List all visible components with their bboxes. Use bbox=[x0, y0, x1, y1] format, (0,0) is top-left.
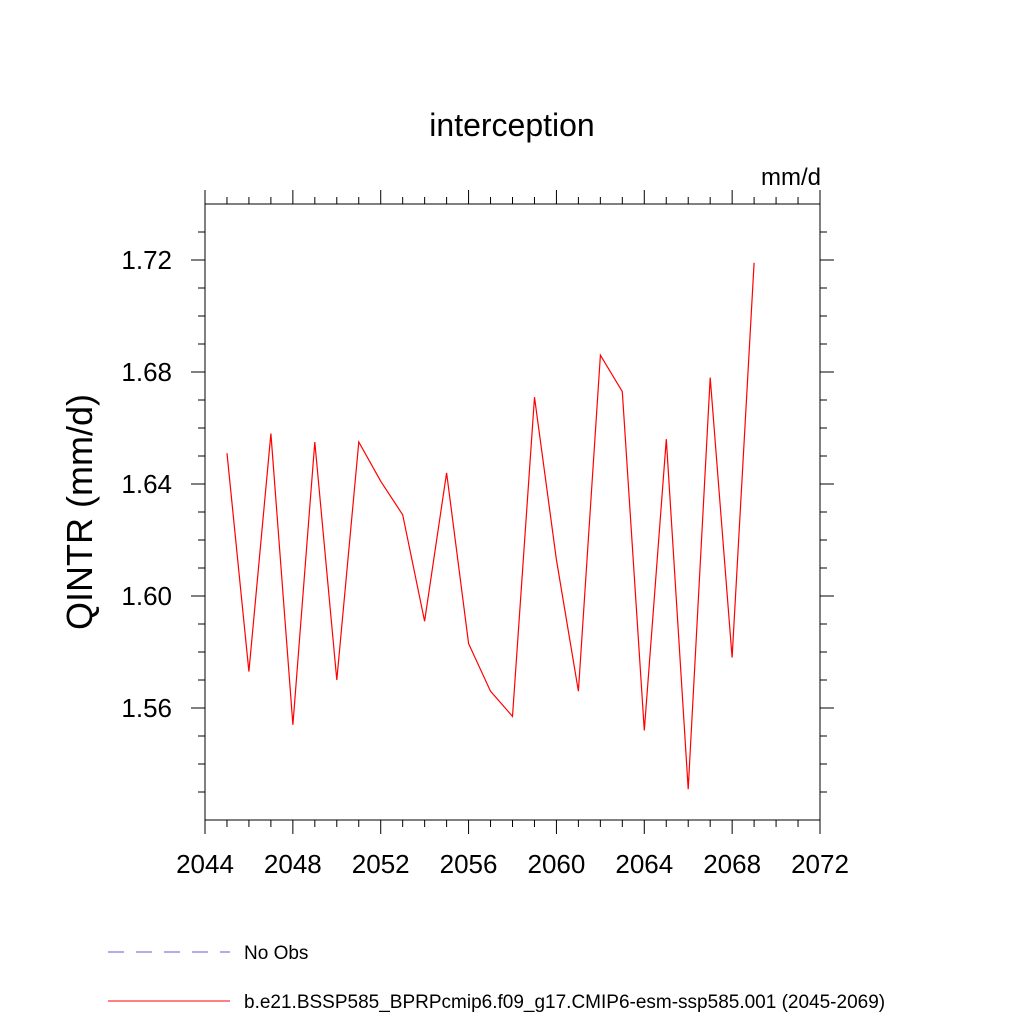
y-tick-label: 1.56 bbox=[121, 693, 172, 723]
x-tick-label: 2072 bbox=[791, 849, 849, 879]
units-label: mm/d bbox=[761, 164, 821, 191]
y-tick-label: 1.60 bbox=[121, 581, 172, 611]
legend-label: No Obs bbox=[244, 943, 308, 964]
legend-label: b.e21.BSSP585_BPRPcmip6.f09_g17.CMIP6-es… bbox=[244, 992, 885, 1013]
x-tick-label: 2068 bbox=[703, 849, 761, 879]
y-tick-label: 1.72 bbox=[121, 245, 172, 275]
series-line bbox=[226, 262, 755, 790]
x-tick-label: 2044 bbox=[176, 849, 234, 879]
x-tick-label: 2060 bbox=[528, 849, 586, 879]
x-tick-label: 2064 bbox=[615, 849, 673, 879]
plot-frame bbox=[204, 203, 821, 821]
series-layer bbox=[226, 262, 755, 790]
y-axis-label: QINTR (mm/d) bbox=[59, 394, 100, 630]
x-tick-label: 2048 bbox=[264, 849, 322, 879]
axes bbox=[204, 203, 821, 821]
y-tick-label: 1.68 bbox=[121, 357, 172, 387]
y-tick-label: 1.64 bbox=[121, 469, 172, 499]
x-tick-label: 2052 bbox=[352, 849, 410, 879]
legend: No Obs b.e21.BSSP585_BPRPcmip6.f09_g17.CM… bbox=[108, 943, 885, 1013]
x-tick-label: 2056 bbox=[440, 849, 498, 879]
chart-title: interception bbox=[429, 107, 594, 143]
axis-ticks: 2044 2048 2052 2056 2060 2064 2068 2072 1.56 1.60… bbox=[121, 190, 849, 879]
